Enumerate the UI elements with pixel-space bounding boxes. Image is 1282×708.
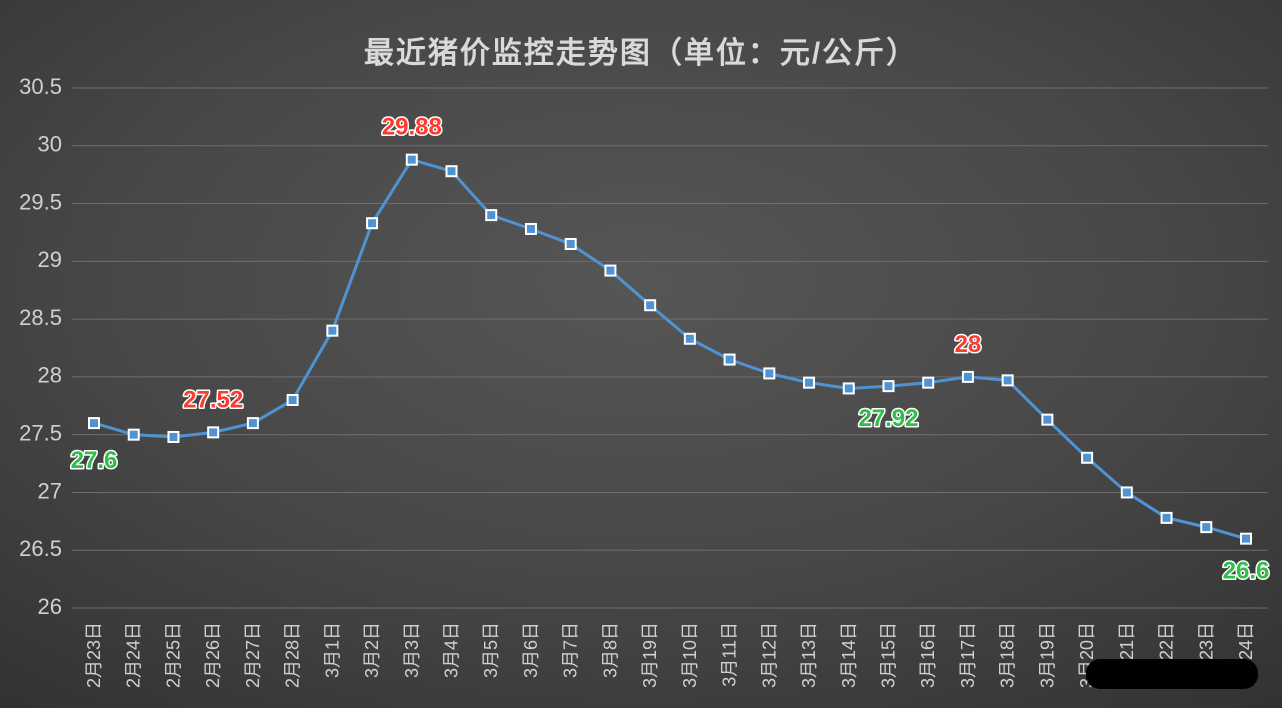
redaction-overlay	[1086, 659, 1258, 689]
x-tick-label: 3月19日	[640, 622, 660, 688]
data-marker	[1003, 375, 1013, 385]
x-tick-label: 3月5日	[481, 622, 501, 678]
data-marker	[605, 266, 615, 276]
x-tick-label: 2月24日	[124, 622, 144, 688]
y-tick-label: 28	[38, 363, 62, 388]
x-tick-label: 3月19日	[1037, 622, 1057, 688]
x-tick-label: 3月10日	[680, 622, 700, 688]
data-marker	[1082, 453, 1092, 463]
data-marker	[883, 381, 893, 391]
y-tick-label: 30	[38, 132, 62, 157]
data-marker	[844, 383, 854, 393]
y-tick-label: 27	[38, 478, 62, 503]
data-marker	[963, 372, 973, 382]
data-marker	[208, 427, 218, 437]
x-tick-label: 3月6日	[521, 622, 541, 678]
x-tick-label: 3月11日	[720, 622, 740, 687]
x-tick-label: 3月3日	[402, 622, 422, 678]
data-marker	[1162, 513, 1172, 523]
data-marker	[407, 155, 417, 165]
data-marker	[923, 378, 933, 388]
x-tick-label: 3月17日	[958, 622, 978, 688]
data-marker	[725, 355, 735, 365]
data-marker	[566, 239, 576, 249]
y-tick-label: 27.5	[19, 420, 62, 445]
value-annotation: 26.6	[1223, 558, 1270, 585]
y-tick-label: 26.5	[19, 536, 62, 561]
y-tick-label: 30.5	[19, 74, 62, 99]
x-tick-label: 3月7日	[561, 622, 581, 678]
x-tick-label: 2月28日	[283, 622, 303, 688]
price-line	[94, 160, 1246, 539]
x-tick-label: 3月12日	[759, 622, 779, 688]
x-tick-label: 3月1日	[322, 622, 342, 678]
data-marker	[1241, 534, 1251, 544]
gridlines	[72, 88, 1268, 608]
y-tick-label: 26	[38, 594, 62, 619]
data-marker	[447, 166, 457, 176]
data-marker	[526, 224, 536, 234]
x-tick-label: 3月4日	[442, 622, 462, 678]
data-marker	[129, 430, 139, 440]
data-marker	[367, 218, 377, 228]
data-marker	[685, 334, 695, 344]
y-tick-label: 28.5	[19, 305, 62, 330]
x-tick-label: 3月8日	[600, 622, 620, 678]
data-annotations: 27.6 27.52 29.88 27.92 28 26.6	[71, 114, 1270, 585]
x-tick-label: 3月13日	[799, 622, 819, 688]
data-marker	[1042, 415, 1052, 425]
data-marker	[764, 368, 774, 378]
value-annotation: 27.6	[71, 447, 118, 474]
x-tick-label: 2月23日	[84, 622, 104, 688]
value-annotation: 27.92	[858, 405, 918, 432]
y-tick-label: 29	[38, 247, 62, 272]
data-marker	[248, 418, 258, 428]
line-chart: 26 26.5 27 27.5 28 28.5 29 29.5 30 30.5 27.6 27.52…	[0, 0, 1282, 708]
x-tick-label: 3月2日	[362, 622, 382, 678]
y-axis-ticks: 26 26.5 27 27.5 28 28.5 29 29.5 30 30.5	[19, 74, 62, 619]
x-tick-label: 3月15日	[878, 622, 898, 688]
x-tick-label: 2月26日	[203, 622, 223, 688]
x-axis-ticks: 2月23日 2月24日 2月25日 2月26日 2月27日 2月28日 3月1日 3月2日 3月…	[84, 622, 1256, 688]
value-annotation: 28	[955, 331, 982, 358]
data-series	[89, 155, 1251, 544]
data-marker	[89, 418, 99, 428]
data-marker	[645, 300, 655, 310]
x-tick-label: 2月27日	[243, 622, 263, 688]
y-tick-label: 29.5	[19, 189, 62, 214]
x-tick-label: 2月25日	[163, 622, 183, 688]
data-marker	[327, 326, 337, 336]
data-marker	[486, 210, 496, 220]
value-annotation: 27.52	[183, 386, 243, 413]
x-tick-label: 3月18日	[998, 622, 1018, 688]
data-marker	[1201, 522, 1211, 532]
x-tick-label: 3月16日	[918, 622, 938, 688]
data-marker	[804, 378, 814, 388]
data-marker	[168, 432, 178, 442]
value-annotation: 29.88	[382, 114, 442, 141]
x-tick-label: 3月14日	[839, 622, 859, 688]
data-marker	[288, 395, 298, 405]
data-marker	[1122, 487, 1132, 497]
